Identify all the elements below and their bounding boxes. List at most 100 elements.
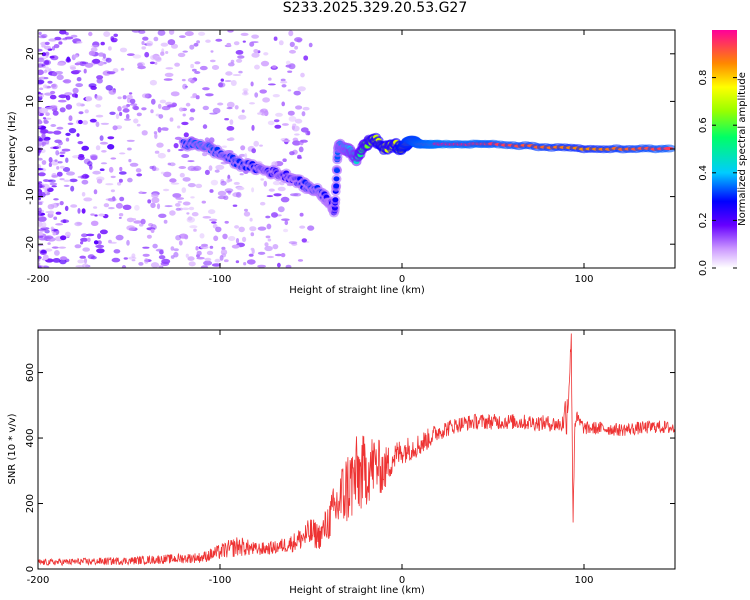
spectrogram-noise-cell <box>164 128 169 131</box>
spectrogram-noise-cell <box>150 228 155 233</box>
spectrogram-noise-cell <box>100 162 108 165</box>
spectrogram-noise-cell <box>151 165 157 172</box>
spectrogram-noise-cell <box>280 80 288 84</box>
spectrogram-noise-cell <box>233 41 240 46</box>
spectrogram-noise-cell <box>141 46 146 50</box>
spectrogram-noise-cell <box>106 71 116 75</box>
spectrogram-noise-cell <box>277 206 285 213</box>
spectrogram-noise-cell <box>117 182 122 186</box>
spectrogram-noise-cell <box>202 87 210 91</box>
spectrogram-noise-cell <box>194 71 201 74</box>
spectrogram-noise-cell <box>281 84 287 88</box>
spectrogram-noise-cell <box>193 228 197 232</box>
spectrogram-noise-cell <box>115 234 124 241</box>
spectrogram-noise-cell <box>73 69 82 73</box>
spectrogram-noise-cell <box>131 30 141 33</box>
spectrogram-noise-cell <box>150 202 156 209</box>
spectrogram-noise-cell <box>212 107 221 114</box>
spectrogram-noise-cell <box>49 104 58 109</box>
spectrogram-noise-cell <box>74 62 81 66</box>
spectrogram-noise-cell <box>164 72 174 77</box>
spectrogram-noise-cell <box>238 70 243 74</box>
spectrogram-noise-cell <box>99 141 109 145</box>
spectrogram-noise-cell <box>253 140 259 147</box>
spectrogram-noise-cell <box>141 41 145 45</box>
spectrogram-noise-cell <box>266 223 272 230</box>
spectrogram-noise-cell <box>59 165 65 169</box>
spectrogram-noise-cell <box>39 225 47 229</box>
spectrogram-noise-cell <box>201 200 206 204</box>
spectrogram-noise-cell <box>210 50 214 53</box>
spectrogram-y-tick-label: 0 <box>25 146 36 152</box>
spectrogram-noise-cell <box>299 212 304 217</box>
spectrogram-noise-cell <box>80 241 84 245</box>
spectrogram-noise-cell <box>146 40 154 47</box>
spectrogram-noise-cell <box>47 204 55 210</box>
spectrogram-noise-cell <box>139 190 143 194</box>
spectrogram-noise-cell <box>54 250 60 256</box>
spectrogram-noise-cell <box>135 168 142 173</box>
spectrogram-noise-cell <box>138 262 144 266</box>
spectrogram-noise-cell <box>224 188 234 193</box>
spectrogram-noise-cell <box>299 225 306 229</box>
snr-x-tick-label: -200 <box>27 575 50 586</box>
spectrogram-noise-cell <box>249 102 255 105</box>
spectrogram-noise-cell <box>293 90 301 96</box>
spectrogram-noise-cell <box>287 89 292 92</box>
spectrogram-noise-cell <box>158 213 167 218</box>
spectrogram-noise-cell <box>56 145 62 149</box>
spectrogram-noise-cell <box>77 259 85 264</box>
spectrogram-ridge-point <box>333 176 340 182</box>
spectrogram-noise-cell <box>133 106 140 111</box>
spectrogram-noise-cell <box>175 235 182 241</box>
spectrogram-noise-cell <box>246 259 256 265</box>
spectrogram-noise-cell <box>187 165 196 172</box>
spectrogram-noise-cell <box>47 242 51 245</box>
snr-y-tick-label: 0 <box>25 566 36 572</box>
spectrogram-noise-cell <box>234 105 239 110</box>
spectrogram-noise-cell <box>160 171 165 175</box>
spectrogram-noise-cell <box>71 93 78 98</box>
spectrogram-noise-cell <box>60 235 67 241</box>
spectrogram-noise-cell <box>81 61 89 64</box>
spectrogram-noise-cell <box>119 111 123 117</box>
spectrogram-noise-cell <box>215 164 225 170</box>
spectrogram-noise-cell <box>87 237 91 242</box>
spectrogram-noise-cell <box>146 234 152 239</box>
spectrogram-noise-cell <box>177 52 186 58</box>
spectrogram-noise-cell <box>211 263 221 267</box>
spectrogram-noise-cell <box>233 181 240 185</box>
spectrogram-noise-cell <box>282 158 287 162</box>
spectrogram-noise-cell <box>90 85 97 90</box>
spectrogram-noise-cell <box>287 110 295 116</box>
spectrogram-noise-cell <box>67 122 74 126</box>
spectrogram-noise-cell <box>119 152 126 155</box>
spectrogram-noise-cell <box>157 152 166 159</box>
spectrogram-noise-cell <box>82 120 88 125</box>
spectrogram-noise-cell <box>79 255 86 259</box>
spectrogram-noise-cell <box>52 110 59 116</box>
spectrogram-noise-cell <box>119 166 123 172</box>
spectrogram-noise-cell <box>260 178 265 181</box>
spectrogram-noise-cell <box>236 58 243 63</box>
spectrogram-noise-cell <box>65 57 72 63</box>
spectrogram-noise-cell <box>273 193 282 197</box>
spectrogram-noise-cell <box>209 189 214 193</box>
spectrogram-noise-cell <box>273 36 278 41</box>
spectrogram-noise-cell <box>90 213 95 216</box>
spectrogram-noise-cell <box>267 83 276 86</box>
spectrogram-noise-cell <box>204 257 212 262</box>
spectrogram-noise-cell <box>281 123 289 126</box>
spectrogram-noise-cell <box>141 93 149 99</box>
spectrogram-noise-cell <box>38 119 42 125</box>
spectrogram-noise-cell <box>259 144 263 147</box>
spectrogram-noise-cell <box>95 114 104 118</box>
spectrogram-noise-cell <box>308 42 313 48</box>
spectrogram-noise-cell <box>171 43 178 49</box>
spectrogram-noise-cell <box>87 161 93 167</box>
spectrogram-noise-cell <box>257 226 267 231</box>
spectrogram-noise-cell <box>226 125 235 131</box>
spectrogram-noise-cell <box>160 51 165 56</box>
spectrogram-noise-cell <box>136 123 141 127</box>
spectrogram-noise-cell <box>273 119 280 123</box>
